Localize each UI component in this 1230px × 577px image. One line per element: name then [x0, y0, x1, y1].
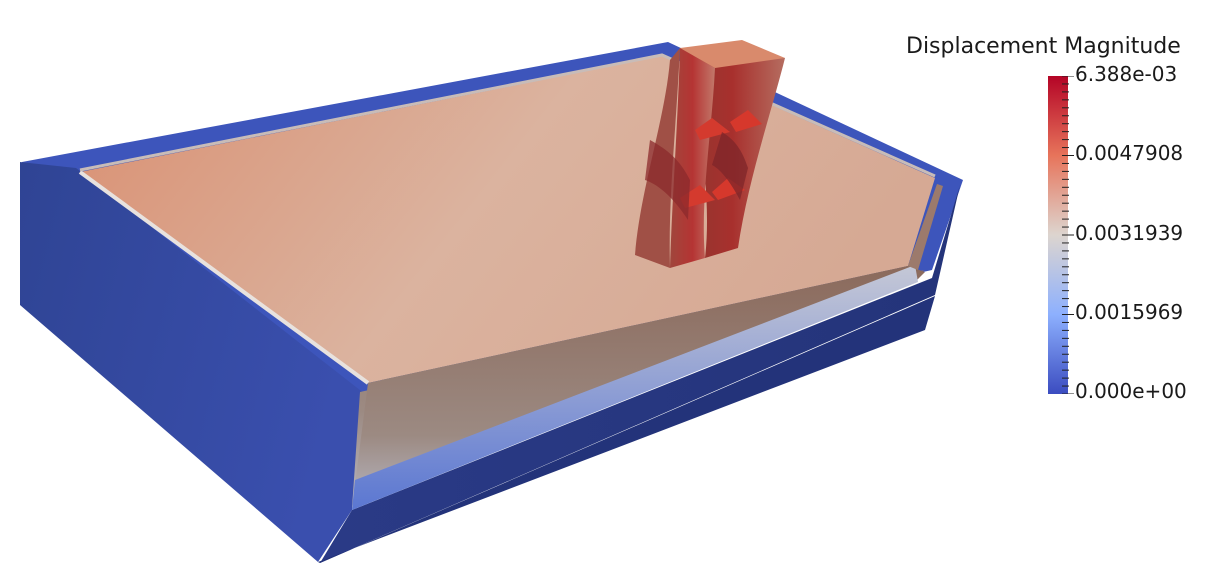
inner-edge-highlight: [78, 170, 370, 385]
fin-hotspot-lower-right: [712, 178, 745, 200]
right-cut-wall: [908, 184, 943, 270]
colorbar-label-min: 0.000e+00: [1075, 379, 1187, 403]
inner-edge-highlight-back: [79, 53, 936, 178]
colorbar-label-max: 6.388e-03: [1075, 62, 1178, 86]
colorbar-label-mid: 0.0031939: [1075, 221, 1184, 245]
fin-dark-band-left: [645, 140, 690, 220]
colorbar-label-q1: 0.0015969: [1075, 300, 1184, 324]
colorbar-ticks: [1062, 76, 1074, 394]
fin-top-cap: [680, 40, 785, 68]
fin-hotspot-upper-right: [730, 110, 762, 132]
colorbar-label-q3: 0.0047908: [1075, 141, 1184, 165]
colorbar-title: Displacement Magnitude: [906, 34, 1181, 59]
box-front-face: [320, 185, 960, 563]
fin-hotspot-upper-left: [695, 118, 730, 140]
inner-bottom-strip: [352, 265, 918, 510]
fin-front-plate: [670, 48, 715, 268]
fin-dark-band-right: [712, 132, 748, 200]
box-left-face: [20, 162, 365, 562]
